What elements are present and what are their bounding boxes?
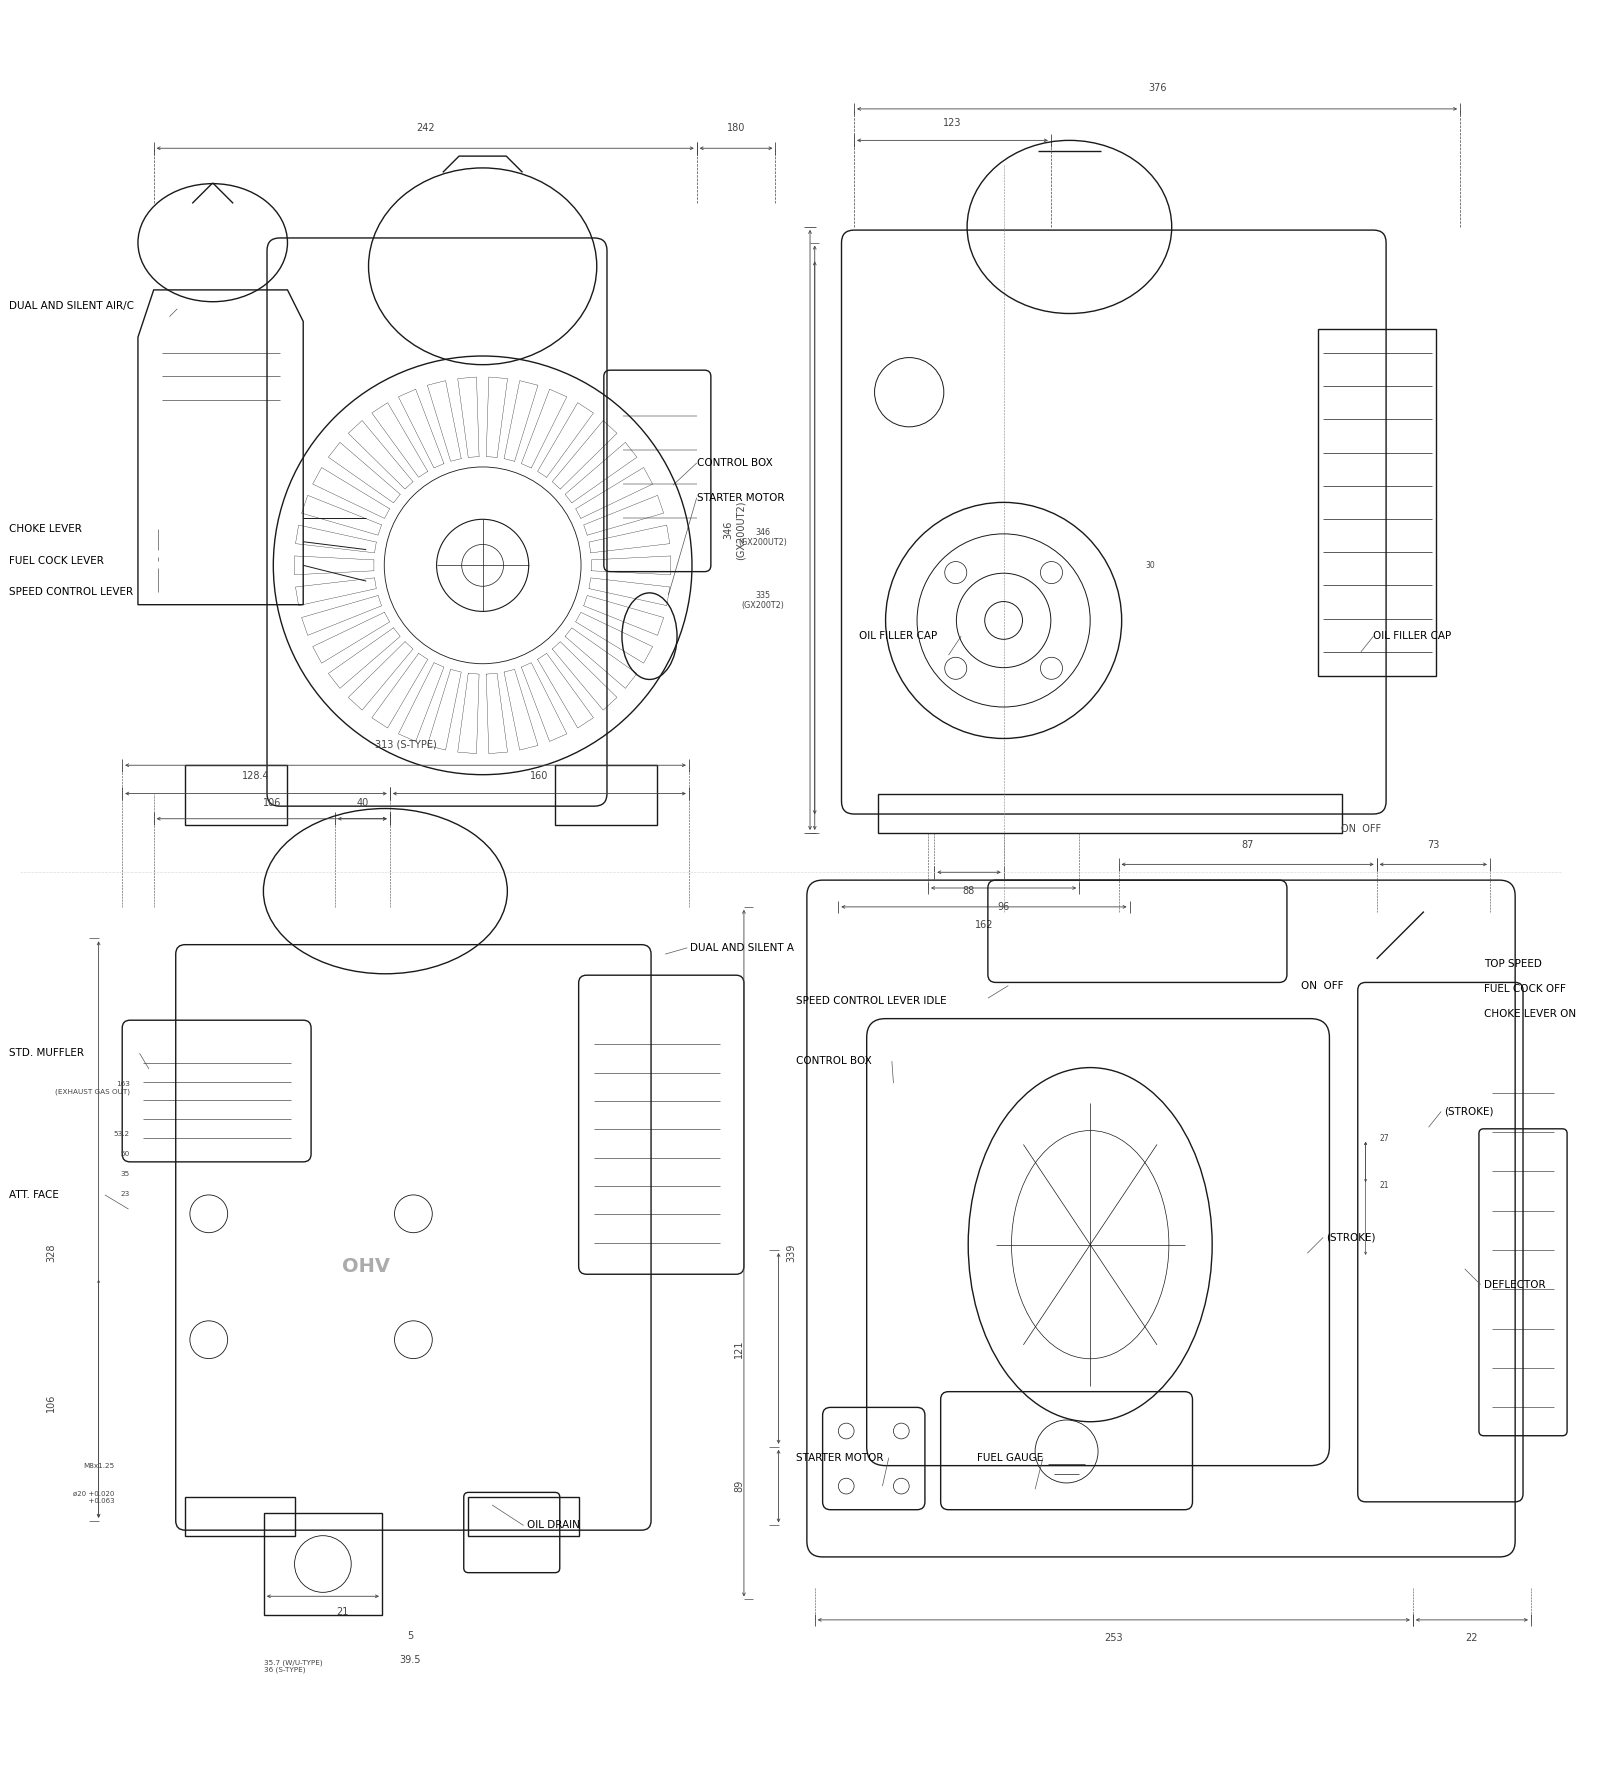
Text: OHV: OHV <box>342 1257 390 1275</box>
Text: CONTROL BOX: CONTROL BOX <box>696 458 773 469</box>
Text: CHOKE LEVER ON: CHOKE LEVER ON <box>1483 1009 1576 1019</box>
Text: 21: 21 <box>1379 1181 1389 1190</box>
Bar <box>264 1513 382 1614</box>
Text: SPEED CONTROL LEVER IDLE: SPEED CONTROL LEVER IDLE <box>795 996 947 1007</box>
Bar <box>469 1497 579 1536</box>
Text: (STROKE): (STROKE) <box>1326 1233 1376 1243</box>
Text: FUEL GAUGE: FUEL GAUGE <box>978 1453 1043 1463</box>
Text: DUAL AND SILENT AIR/C: DUAL AND SILENT AIR/C <box>10 300 134 311</box>
Text: 123: 123 <box>944 117 962 128</box>
Text: CHOKE LEVER: CHOKE LEVER <box>10 524 82 535</box>
Text: 30: 30 <box>1146 561 1155 570</box>
Bar <box>186 765 288 826</box>
Text: 160: 160 <box>530 771 549 781</box>
Text: 313 (S-TYPE): 313 (S-TYPE) <box>374 739 437 749</box>
Text: 22: 22 <box>1466 1634 1478 1643</box>
Text: 346
(GX200UT2): 346 (GX200UT2) <box>738 527 787 547</box>
Text: 121: 121 <box>734 1339 744 1357</box>
Text: 5: 5 <box>406 1630 413 1641</box>
Text: ON  OFF: ON OFF <box>1341 824 1381 835</box>
Text: ATT. FACE: ATT. FACE <box>10 1190 59 1201</box>
Text: 23: 23 <box>122 1190 130 1197</box>
Text: 73: 73 <box>1427 840 1440 851</box>
Bar <box>186 1497 296 1536</box>
Text: 35: 35 <box>122 1170 130 1177</box>
Text: 163
(EXHAUST GAS OUT): 163 (EXHAUST GAS OUT) <box>54 1082 130 1094</box>
Text: STD. MUFFLER: STD. MUFFLER <box>10 1048 83 1058</box>
Text: DEFLECTOR: DEFLECTOR <box>1483 1280 1546 1289</box>
Text: OIL DRAIN: OIL DRAIN <box>526 1520 579 1531</box>
Bar <box>1318 329 1437 675</box>
Text: (STROKE): (STROKE) <box>1445 1106 1494 1117</box>
Text: 50: 50 <box>122 1151 130 1156</box>
Text: 96: 96 <box>997 902 1010 911</box>
Text: 21: 21 <box>336 1607 349 1618</box>
Text: STARTER MOTOR: STARTER MOTOR <box>696 492 784 503</box>
Text: 328: 328 <box>46 1243 56 1263</box>
Text: 376: 376 <box>1147 83 1166 92</box>
Text: DUAL AND SILENT A: DUAL AND SILENT A <box>691 943 795 952</box>
Text: 106: 106 <box>46 1394 56 1412</box>
Text: ON  OFF: ON OFF <box>1301 980 1344 991</box>
Text: SPEED CONTROL LEVER: SPEED CONTROL LEVER <box>10 588 133 597</box>
Text: FUEL COCK OFF: FUEL COCK OFF <box>1483 984 1565 995</box>
Text: 35.7 (W/U-TYPE)
36 (S-TYPE): 35.7 (W/U-TYPE) 36 (S-TYPE) <box>264 1659 323 1673</box>
Text: OIL FILLER CAP: OIL FILLER CAP <box>1373 630 1451 641</box>
Bar <box>878 794 1342 833</box>
Text: STARTER MOTOR: STARTER MOTOR <box>795 1453 883 1463</box>
Text: 335
(GX200T2): 335 (GX200T2) <box>741 591 784 611</box>
Text: 88: 88 <box>963 886 974 895</box>
Text: 89: 89 <box>734 1479 744 1492</box>
Text: 39.5: 39.5 <box>400 1655 421 1664</box>
Text: 180: 180 <box>726 123 746 133</box>
Bar <box>555 765 658 826</box>
Text: 40: 40 <box>357 797 368 808</box>
Text: 87: 87 <box>1242 840 1254 851</box>
Text: 339: 339 <box>786 1243 797 1263</box>
Text: 346
(GX200UT2): 346 (GX200UT2) <box>723 501 746 559</box>
Text: M8x1.25: M8x1.25 <box>83 1463 114 1469</box>
Text: CONTROL BOX: CONTROL BOX <box>795 1057 872 1066</box>
Text: 253: 253 <box>1104 1634 1123 1643</box>
Text: FUEL COCK LEVER: FUEL COCK LEVER <box>10 556 104 565</box>
Text: TOP SPEED: TOP SPEED <box>1483 959 1541 968</box>
Text: 128.4: 128.4 <box>242 771 270 781</box>
Text: ø20 +0.020
      +0.063: ø20 +0.020 +0.063 <box>74 1490 114 1504</box>
Text: 242: 242 <box>416 123 435 133</box>
Text: OIL FILLER CAP: OIL FILLER CAP <box>859 630 938 641</box>
Text: 27: 27 <box>1379 1135 1389 1144</box>
Text: 162: 162 <box>974 920 994 931</box>
Text: 106: 106 <box>262 797 282 808</box>
Text: 53.2: 53.2 <box>114 1131 130 1137</box>
